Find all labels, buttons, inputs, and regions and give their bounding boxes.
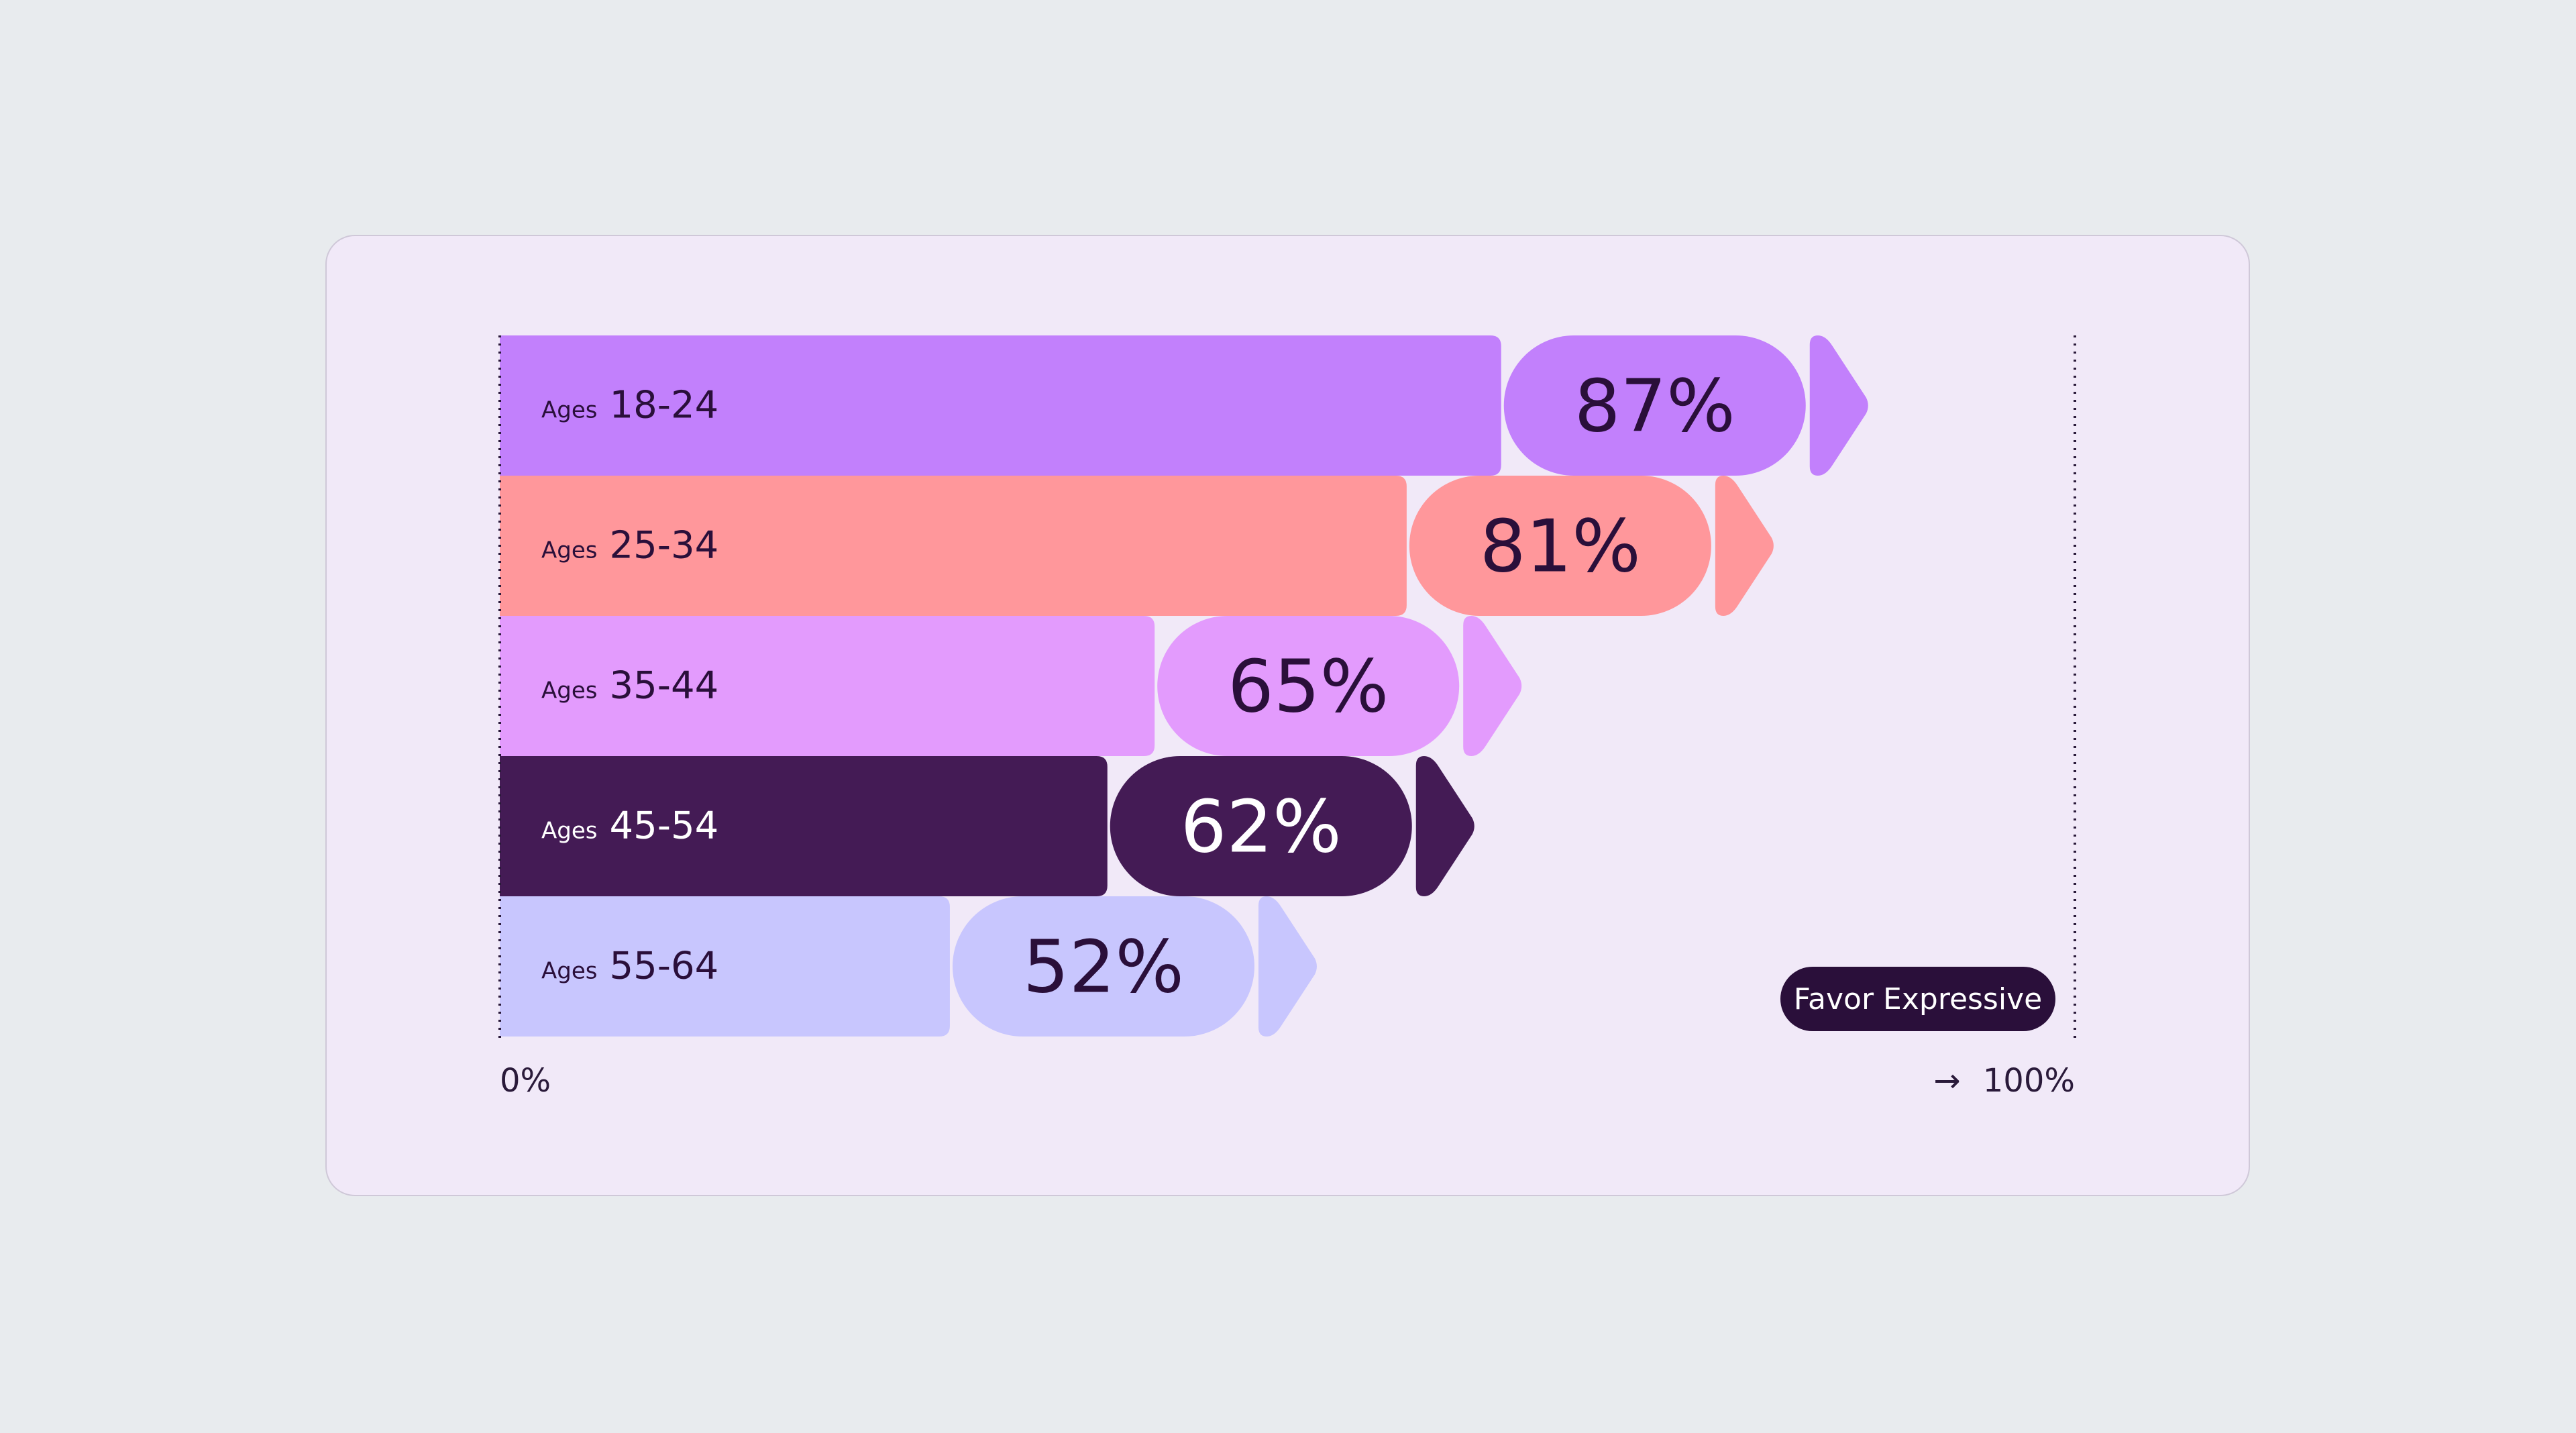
x-axis-min-label: 0% bbox=[500, 1062, 551, 1100]
bar-row-55-64: Ages 55-64 52% bbox=[500, 896, 1317, 1037]
bar-45-54 bbox=[500, 756, 1108, 896]
category-prefix: Ages bbox=[541, 537, 597, 564]
value-pill-55-64 bbox=[952, 896, 1254, 1037]
category-range: 25-34 bbox=[609, 524, 718, 568]
bar-18-24 bbox=[500, 335, 1501, 476]
category-range: 55-64 bbox=[609, 945, 718, 988]
data-label-25-34: 81% bbox=[1480, 505, 1641, 589]
category-label-18-24: Ages 18-24 bbox=[541, 384, 718, 427]
value-pill-45-54 bbox=[1110, 756, 1412, 896]
legend: Favor Expressive bbox=[1780, 967, 2055, 1031]
bars-layer: Ages 18-24 87%Ages 25-34 81%Ages 35-44 65%Ages… bbox=[500, 335, 1868, 1037]
bar-row-45-54: Ages 45-54 62% bbox=[500, 756, 1474, 896]
arrow-cap-25-34 bbox=[1715, 476, 1774, 616]
bar-55-64 bbox=[500, 896, 950, 1037]
arrow-cap-35-44 bbox=[1463, 616, 1522, 756]
category-range: 18-24 bbox=[609, 384, 718, 427]
data-label-35-44: 65% bbox=[1228, 645, 1389, 729]
arrow-cap-18-24 bbox=[1809, 335, 1868, 476]
category-label-35-44: Ages 35-44 bbox=[541, 664, 718, 708]
bar-row-35-44: Ages 35-44 65% bbox=[500, 616, 1522, 756]
category-prefix: Ages bbox=[541, 678, 597, 704]
arrow-right-icon: → bbox=[1933, 1062, 1960, 1100]
category-range: 45-54 bbox=[609, 804, 718, 848]
bar-row-18-24: Ages 18-24 87% bbox=[500, 335, 1868, 476]
category-label-25-34: Ages 25-34 bbox=[541, 524, 718, 568]
category-label-45-54: Ages 45-54 bbox=[541, 804, 718, 848]
bar-25-34 bbox=[500, 476, 1407, 616]
legend-badge bbox=[1780, 967, 2055, 1031]
value-pill-18-24 bbox=[1503, 335, 1806, 476]
arrow-cap-45-54 bbox=[1415, 756, 1474, 896]
legend-label: Favor Expressive bbox=[1794, 982, 2042, 1016]
x-axis-max-label: → 100% bbox=[1933, 1062, 2075, 1100]
data-label-45-54: 62% bbox=[1181, 786, 1342, 869]
value-pill-25-34 bbox=[1409, 476, 1711, 616]
category-range: 35-44 bbox=[609, 664, 718, 708]
bar-35-44 bbox=[500, 616, 1155, 756]
category-prefix: Ages bbox=[541, 397, 597, 424]
value-pill-35-44 bbox=[1157, 616, 1460, 756]
x-axis-max-value: 100% bbox=[1983, 1062, 2075, 1100]
category-prefix: Ages bbox=[541, 818, 597, 845]
arrow-cap-55-64 bbox=[1258, 896, 1317, 1037]
data-label-18-24: 87% bbox=[1574, 365, 1735, 449]
bar-row-25-34: Ages 25-34 81% bbox=[500, 476, 1774, 616]
category-prefix: Ages bbox=[541, 958, 597, 985]
data-label-55-64: 52% bbox=[1023, 926, 1184, 1010]
category-label-55-64: Ages 55-64 bbox=[541, 945, 718, 988]
